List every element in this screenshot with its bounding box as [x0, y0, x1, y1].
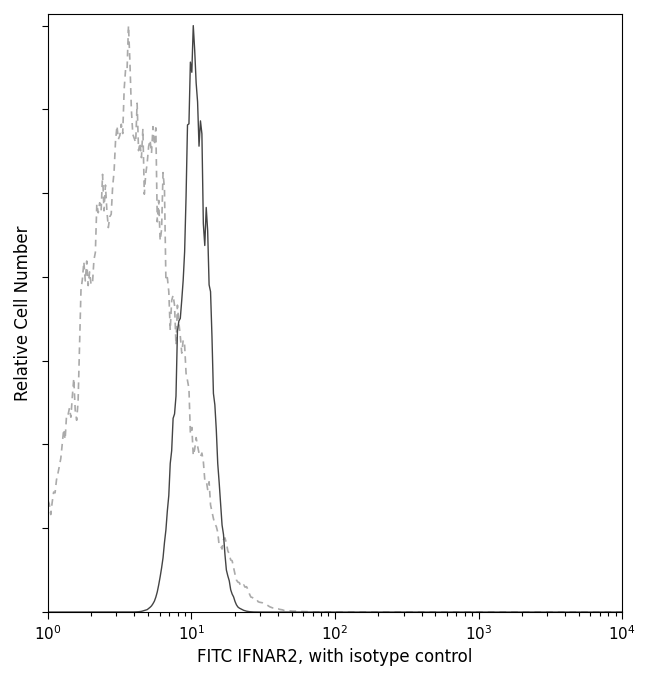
X-axis label: FITC IFNAR2, with isotype control: FITC IFNAR2, with isotype control: [198, 648, 473, 666]
Y-axis label: Relative Cell Number: Relative Cell Number: [14, 225, 32, 401]
